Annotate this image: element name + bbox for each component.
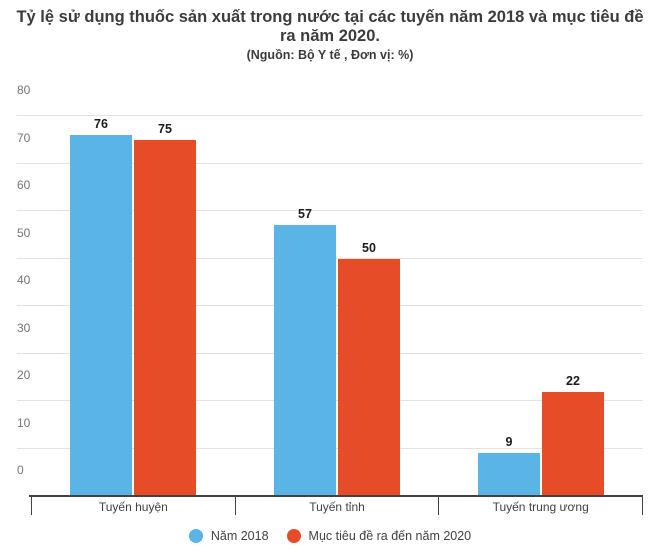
bar-mục-tiêu-đề-ra-đến-năm-2020-2: 50: [338, 241, 400, 496]
legend-dot-icon: [286, 529, 301, 543]
bar-mục-tiêu-đề-ra-đến-năm-2020-1: 75: [134, 123, 196, 496]
plot-area: 0 10 20 30 40 50 60 70 80 76 75 57 50 9 22: [17, 84, 643, 496]
legend-item: Năm 2018: [188, 528, 269, 543]
y-axis-tick-label-0: 0: [17, 463, 24, 477]
legend-label: Năm 2018: [210, 528, 269, 543]
y-axis-tick-label-40: 40: [17, 273, 31, 287]
y-axis-tick-label-20: 20: [17, 368, 31, 382]
gridline-80: [17, 115, 643, 116]
x-axis-category-row: Tuyến huyện Tuyến tỉnh Tuyến trung ương: [31, 497, 644, 515]
bar-value-label: 50: [362, 240, 376, 255]
bar-value-label: 9: [505, 435, 513, 450]
chart-header: Tỷ lệ sử dụng thuốc sản xuất trong nước …: [0, 0, 660, 62]
bar-group-1: 76 75: [31, 116, 235, 496]
gridline-70: [17, 162, 643, 164]
gridline-60: [17, 210, 643, 211]
bar-value-label: 22: [566, 373, 580, 388]
x-axis-category-label-2: Tuyến tỉnh: [236, 497, 440, 515]
x-axis-line: [29, 495, 643, 497]
y-axis-tick-label-60: 60: [17, 178, 31, 192]
y-axis-tick-label-70: 70: [17, 130, 31, 145]
x-axis-category-label-3: Tuyến trung ương: [439, 497, 644, 515]
legend-label: Mục tiêu đề ra đến năm 2020: [308, 528, 472, 543]
bar-groups: 76 75 57 50 9 22: [31, 116, 643, 496]
bar-value-label: 75: [158, 121, 172, 136]
y-axis-tick-label-50: 50: [17, 225, 31, 240]
y-axis-tick-label-30: 30: [17, 320, 31, 335]
legend: Năm 2018 Mục tiêu đề ra đến năm 2020: [0, 529, 660, 543]
x-axis-category-label-1: Tuyến huyện: [31, 497, 236, 515]
bar-năm-2018-2: 57: [274, 208, 336, 496]
bar-group-3: 9 22: [439, 116, 643, 496]
bar-năm-2018-1: 76: [70, 118, 132, 496]
bar-mục-tiêu-đề-ra-đến-năm-2020-3: 22: [542, 374, 604, 496]
bar-value-label: 57: [298, 207, 312, 222]
y-axis-tick-label-80: 80: [17, 83, 31, 97]
legend-item: Mục tiêu đề ra đến năm 2020: [286, 528, 472, 543]
y-axis-tick-label-10: 10: [17, 415, 31, 430]
legend-dot-icon: [188, 529, 203, 543]
chart-subtitle: (Nguồn: Bộ Y tế , Đơn vị: %): [246, 48, 414, 63]
bar-group-2: 57 50: [235, 116, 439, 496]
chart-title: Tỷ lệ sử dụng thuốc sản xuất trong nước …: [16, 8, 644, 46]
bar-value-label: 76: [94, 117, 108, 131]
bar-năm-2018-3: 9: [478, 436, 540, 496]
